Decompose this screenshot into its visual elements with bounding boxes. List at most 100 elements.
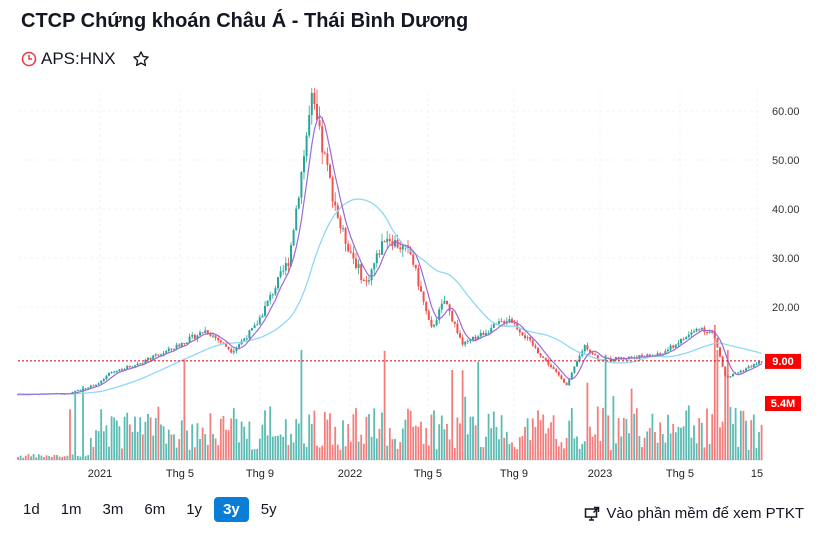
candle-body — [100, 380, 103, 384]
volume-bar — [123, 416, 126, 460]
candle-body — [503, 321, 506, 324]
volume-bar — [622, 417, 625, 460]
volume-bar — [22, 457, 25, 460]
x-tick-label: 2023 — [588, 468, 612, 480]
candle-body — [500, 321, 503, 323]
candle-body — [622, 357, 625, 359]
candle-body — [420, 286, 422, 292]
star-icon[interactable] — [132, 50, 150, 68]
volume-bar — [56, 455, 58, 460]
candle-body — [344, 228, 347, 244]
volume-bar — [654, 432, 656, 460]
last-volume-badge — [765, 396, 801, 411]
volume-bar — [152, 435, 155, 460]
candle-body — [147, 357, 149, 360]
candle-body — [347, 243, 350, 252]
candle-body — [685, 337, 688, 340]
price-chart[interactable]: 60.00 50.00 40.00 30.00 20.00 2021 Thg 5 Thg 9 2… — [0, 88, 824, 488]
candle-body — [726, 375, 729, 378]
volume-bar — [479, 446, 482, 460]
candle-body — [305, 135, 308, 157]
volume-bar — [326, 419, 329, 460]
volume-bar — [261, 424, 264, 460]
volume-bar — [308, 414, 311, 460]
monitor-external-icon — [585, 506, 600, 521]
candle-body — [152, 355, 155, 360]
volume-bar — [191, 424, 194, 460]
range-5y[interactable]: 5y — [260, 501, 277, 518]
volume-bar — [433, 410, 435, 460]
volume-bar — [71, 454, 74, 460]
x-tick-label: Thg 5 — [414, 468, 442, 480]
candle-body — [339, 217, 342, 229]
volume-bar — [404, 419, 407, 460]
volume-bar — [716, 350, 719, 460]
candle-body — [547, 360, 550, 365]
volume-bar — [391, 439, 394, 460]
volume-bar — [248, 421, 251, 460]
range-1d[interactable]: 1d — [23, 501, 40, 518]
volume-bar — [503, 437, 506, 460]
candle-body — [157, 354, 160, 356]
candle-body — [89, 385, 92, 388]
volume-bar — [188, 449, 191, 460]
candle-body — [557, 371, 560, 376]
volume-bar — [573, 438, 576, 460]
candle-body — [693, 331, 695, 333]
volume-bar — [490, 428, 493, 460]
volume-bar — [630, 388, 633, 460]
candle-body — [524, 335, 526, 339]
volume-bar — [461, 370, 464, 460]
candle-body — [199, 332, 201, 336]
candle-body — [479, 332, 482, 337]
volume-bar — [269, 406, 272, 460]
candle-body — [472, 336, 474, 340]
volume-bar — [100, 409, 103, 460]
range-6m[interactable]: 6m — [144, 501, 166, 518]
open-technical-analysis-link[interactable]: Vào phần mềm để xem PTKT — [584, 505, 804, 522]
volume-bar — [45, 455, 48, 460]
candle-body — [425, 301, 428, 312]
volume-bar — [66, 455, 69, 460]
volume-bar — [180, 420, 183, 460]
candle-body — [279, 271, 282, 278]
candle-body — [245, 338, 248, 340]
volume-bar — [633, 413, 636, 460]
candle-body — [370, 269, 373, 281]
range-3m[interactable]: 3m — [102, 501, 124, 518]
candle-body — [269, 294, 272, 301]
volume-bar — [635, 408, 638, 460]
candle-body — [565, 382, 568, 386]
range-3y[interactable]: 3y — [214, 497, 249, 522]
candle-body — [329, 164, 331, 178]
candle-body — [617, 357, 620, 360]
candle-body — [438, 309, 441, 321]
candle-body — [659, 353, 662, 355]
volume-bar — [32, 454, 35, 460]
volume-bar — [446, 424, 448, 460]
candle-body — [217, 337, 220, 341]
volume-bar — [344, 446, 347, 460]
volume-bar — [230, 418, 233, 460]
candle-body — [271, 294, 274, 296]
candle-body — [165, 351, 168, 354]
candle-body — [724, 366, 727, 376]
candle-body — [360, 264, 363, 281]
volume-bar — [316, 445, 318, 460]
candle-body — [544, 357, 547, 361]
candle-body — [87, 387, 90, 389]
candle-body — [378, 253, 381, 255]
volume-bar — [271, 436, 274, 460]
volume-bar — [347, 423, 350, 460]
range-1y[interactable]: 1y — [186, 501, 203, 518]
candle-body — [134, 365, 136, 367]
candle-body — [357, 264, 360, 268]
volume-bar — [721, 421, 724, 460]
range-1m[interactable]: 1m — [60, 501, 82, 518]
candle-body — [732, 373, 734, 377]
volume-bar — [139, 417, 142, 460]
volume-bar — [495, 426, 498, 460]
volume-bar — [362, 443, 365, 460]
candle-body — [188, 336, 191, 343]
volume-bar — [685, 410, 688, 460]
